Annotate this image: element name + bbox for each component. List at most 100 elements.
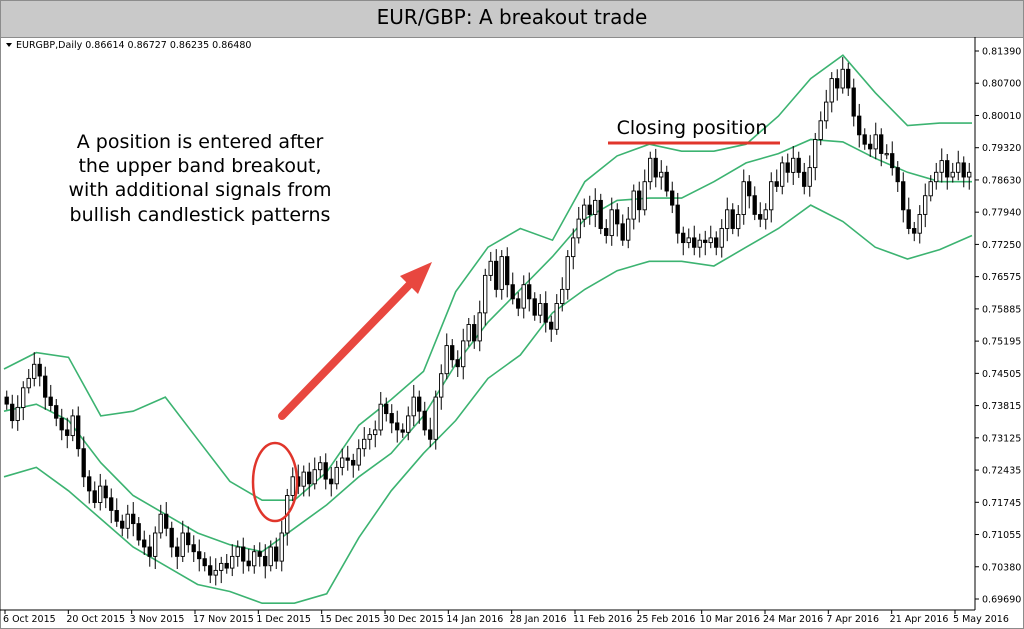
y-tick-label: 0.72435 bbox=[982, 466, 1021, 477]
candle-body-bullish bbox=[461, 340, 466, 368]
candle-body-bearish bbox=[43, 375, 48, 398]
candle bbox=[928, 175, 933, 202]
candle-body-bearish bbox=[351, 459, 356, 466]
candle bbox=[543, 291, 548, 333]
y-tick-label: 0.76575 bbox=[982, 272, 1021, 283]
candle bbox=[180, 520, 185, 562]
candle-body-bullish bbox=[252, 551, 257, 567]
candle-body-bearish bbox=[549, 321, 554, 330]
candle-body-bearish bbox=[197, 551, 202, 560]
candle-body-bullish bbox=[576, 218, 581, 239]
candle bbox=[752, 186, 757, 221]
candle bbox=[615, 203, 620, 237]
candle-body-bearish bbox=[796, 157, 801, 173]
candle-body-bearish bbox=[598, 199, 603, 229]
candle bbox=[675, 192, 680, 244]
y-tick-label: 0.71745 bbox=[982, 498, 1021, 509]
candle-body-bullish bbox=[158, 513, 163, 534]
candle bbox=[917, 205, 922, 244]
axes bbox=[0, 37, 976, 611]
candle bbox=[329, 466, 334, 497]
y-tick-label: 0.79320 bbox=[982, 143, 1021, 154]
candle bbox=[450, 339, 455, 368]
candle-body-bullish bbox=[967, 171, 972, 178]
x-tick-label: 14 Jan 2016 bbox=[446, 614, 503, 625]
candle bbox=[664, 165, 669, 197]
candle bbox=[125, 504, 130, 539]
candle-body-bullish bbox=[26, 377, 31, 389]
candle-body-bearish bbox=[774, 181, 779, 187]
candle bbox=[697, 233, 702, 258]
candle bbox=[120, 514, 125, 537]
candle bbox=[323, 453, 328, 490]
candle-body-bullish bbox=[15, 406, 20, 421]
candle-body-bearish bbox=[857, 115, 862, 136]
candle bbox=[444, 333, 449, 380]
candle-body-bearish bbox=[224, 562, 229, 569]
candle bbox=[785, 153, 790, 183]
candle-body-bearish bbox=[615, 209, 620, 225]
candle bbox=[208, 556, 213, 584]
candle bbox=[824, 89, 829, 129]
candle-body-bullish bbox=[626, 218, 631, 241]
candle-body-bearish bbox=[142, 539, 147, 548]
candle bbox=[862, 128, 867, 150]
x-tick-label: 7 Apr 2016 bbox=[826, 614, 879, 625]
candle bbox=[725, 197, 730, 242]
candle bbox=[967, 162, 972, 190]
candle bbox=[851, 78, 856, 127]
entry-note-line-1: A position is entered after bbox=[77, 131, 324, 153]
candle-body-bullish bbox=[741, 181, 746, 215]
candle-body-bullish bbox=[593, 199, 598, 215]
x-tick-label: 24 Mar 2016 bbox=[763, 614, 823, 625]
candle-body-bearish bbox=[147, 546, 152, 557]
candle-body-bearish bbox=[428, 429, 433, 440]
candle bbox=[252, 545, 257, 574]
candle-body-bearish bbox=[109, 497, 114, 511]
candle bbox=[351, 453, 356, 478]
candle-body-bearish bbox=[76, 415, 81, 450]
candle-body-bearish bbox=[274, 546, 279, 562]
candle-body-bullish bbox=[631, 190, 636, 220]
candle bbox=[307, 462, 312, 497]
candle-body-bearish bbox=[169, 527, 174, 548]
candle bbox=[26, 369, 31, 394]
breakout-circle bbox=[251, 441, 299, 523]
y-tick-label: 0.80010 bbox=[982, 111, 1021, 122]
candle-body-bullish bbox=[736, 214, 741, 230]
y-tick-label: 0.80700 bbox=[982, 79, 1021, 90]
candle bbox=[109, 488, 114, 524]
candle-body-bullish bbox=[21, 387, 26, 408]
candle-body-bearish bbox=[92, 490, 97, 503]
candle bbox=[279, 520, 284, 572]
candle bbox=[334, 460, 339, 490]
candle-body-bearish bbox=[747, 181, 752, 197]
dropdown-triangle-icon bbox=[6, 43, 12, 47]
trend-arrow-shaft bbox=[278, 278, 416, 420]
candle-body-bullish bbox=[219, 562, 224, 571]
candle-body-bearish bbox=[175, 546, 180, 557]
candle bbox=[829, 72, 834, 113]
trend-arrow bbox=[278, 262, 432, 420]
candle-body-bullish bbox=[477, 312, 482, 342]
candle bbox=[747, 175, 752, 209]
candle bbox=[714, 231, 719, 256]
candle bbox=[268, 540, 273, 572]
candle-body-bullish bbox=[538, 303, 543, 316]
candle-body-bearish bbox=[257, 551, 262, 557]
candle-body-bullish bbox=[725, 209, 730, 229]
candle-body-bearish bbox=[901, 181, 906, 211]
candle-body-bullish bbox=[939, 160, 944, 173]
x-tick-label: 10 Mar 2016 bbox=[700, 614, 760, 625]
candle bbox=[802, 162, 807, 195]
candle-body-bearish bbox=[494, 260, 499, 290]
candle bbox=[901, 172, 906, 223]
candle-body-bullish bbox=[554, 303, 559, 330]
trend-arrow-head bbox=[400, 262, 432, 294]
candle-body-bullish bbox=[499, 256, 504, 290]
candle bbox=[301, 465, 306, 497]
candle bbox=[213, 558, 218, 586]
candle bbox=[868, 134, 873, 157]
candle-body-bearish bbox=[510, 284, 515, 300]
candle-body-bullish bbox=[235, 546, 240, 557]
